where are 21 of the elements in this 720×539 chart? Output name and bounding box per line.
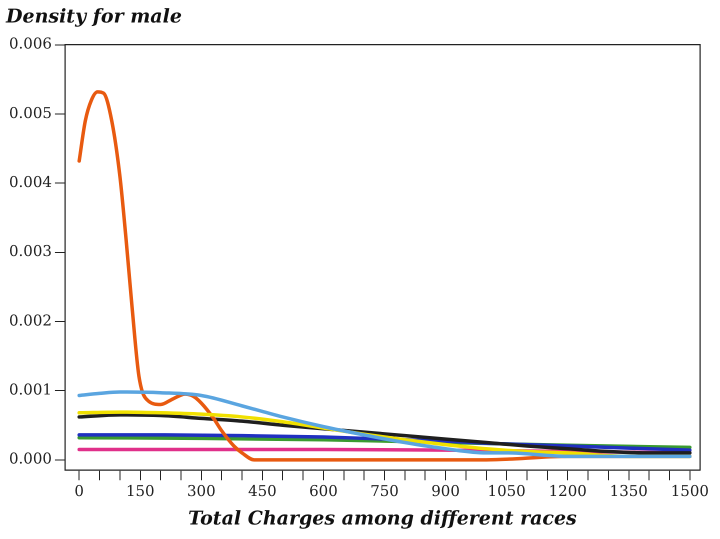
- x-tick-label: 1500: [670, 482, 709, 500]
- x-tick-label: 0: [74, 482, 84, 500]
- x-tick-label: 900: [431, 482, 460, 500]
- y-tick-label: 0.006: [8, 34, 52, 53]
- y-tick-label: 0.002: [8, 311, 52, 330]
- y-tick-label: 0.003: [8, 242, 52, 260]
- x-tick-label: 300: [186, 482, 216, 500]
- x-tick-label: 600: [309, 482, 338, 500]
- x-tick-label: 1050: [488, 482, 526, 500]
- x-tick-label: 450: [248, 482, 277, 500]
- y-tick-label: 0.000: [8, 450, 52, 468]
- line-series: [77, 390, 692, 458]
- x-tick-label: 750: [370, 482, 399, 500]
- y-tick-label: 0.005: [8, 104, 52, 122]
- x-tick-label: 1350: [610, 482, 648, 500]
- y-tick-label: 0.004: [8, 173, 52, 192]
- x-tick-label: 150: [126, 482, 155, 500]
- x-axis-title: Total Charges among different races: [188, 508, 578, 530]
- x-tick-label: 1200: [548, 482, 587, 500]
- y-tick-label: 0.001: [8, 380, 52, 399]
- chart-title: Density for male: [5, 5, 182, 28]
